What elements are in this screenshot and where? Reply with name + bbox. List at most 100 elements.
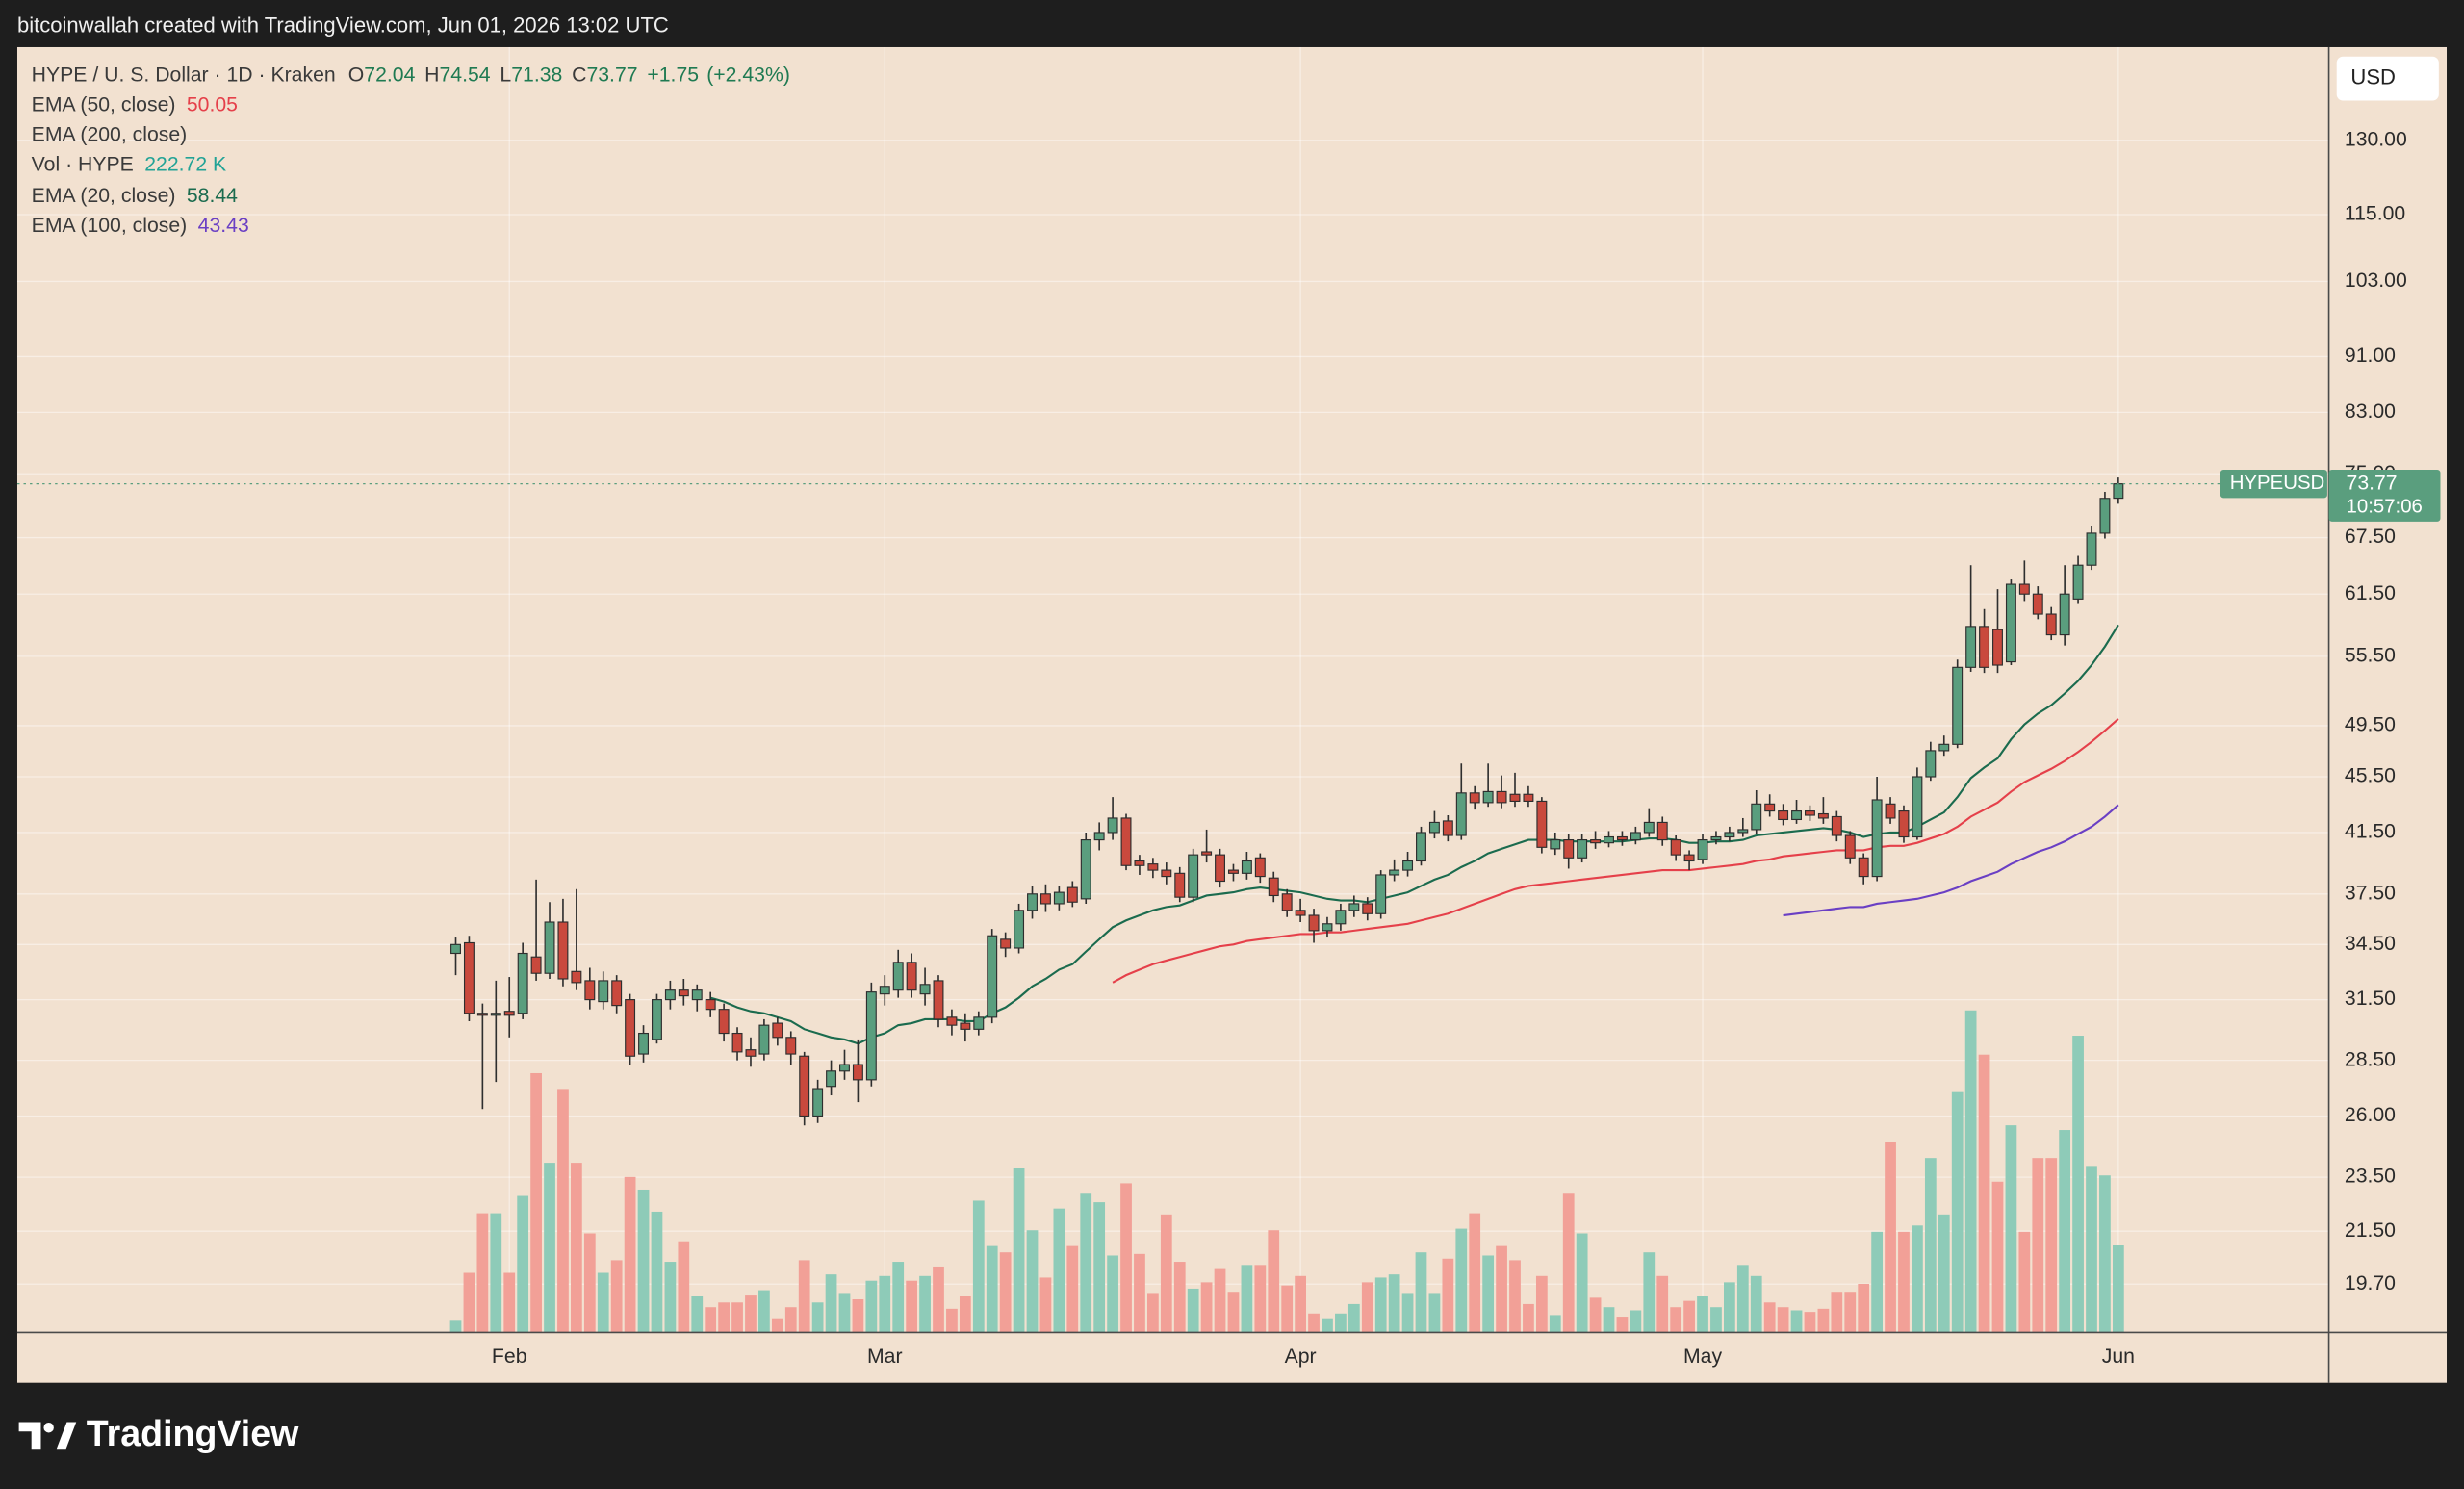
candle-body xyxy=(1938,743,1950,752)
candle-body xyxy=(1428,821,1440,834)
candle-body xyxy=(1268,877,1279,897)
volume-bar xyxy=(651,1211,663,1333)
candle-body xyxy=(1147,863,1159,871)
candle-body xyxy=(2045,613,2057,636)
candle-body xyxy=(946,1016,958,1026)
indicator-name: Vol · HYPE xyxy=(32,153,134,175)
candle-body xyxy=(1979,626,1990,668)
volume-bar xyxy=(490,1213,502,1333)
candle-body xyxy=(1737,829,1749,834)
volume-bar xyxy=(664,1262,677,1333)
candle-body xyxy=(1014,910,1025,949)
volume-bar xyxy=(1187,1288,1199,1333)
candle-body xyxy=(732,1032,743,1053)
volume-bar xyxy=(1415,1252,1427,1333)
candle-body xyxy=(705,999,716,1011)
countdown: 10:57:06 xyxy=(2347,497,2423,518)
price-tag xyxy=(2328,469,2441,522)
volume-bar xyxy=(1227,1292,1240,1333)
volume-bar xyxy=(1496,1245,1507,1333)
candle-body xyxy=(892,962,904,991)
volume-bar xyxy=(1053,1208,1065,1333)
volume-bar xyxy=(946,1308,958,1333)
ohlc-value: 71.38 xyxy=(511,64,562,86)
change: +1.75 xyxy=(647,64,699,86)
candle-body xyxy=(1817,812,1829,819)
volume-bar xyxy=(1535,1275,1548,1333)
volume-bar xyxy=(705,1307,717,1333)
y-tick-label: 26.00 xyxy=(2345,1104,2396,1126)
attribution: bitcoinwallah created with TradingView.c… xyxy=(17,13,669,38)
candle-body xyxy=(625,999,636,1057)
volume-bar xyxy=(637,1189,650,1333)
volume-bar xyxy=(1630,1310,1642,1333)
candle-body xyxy=(1027,893,1038,911)
candle-body xyxy=(1120,817,1132,866)
volume-bar xyxy=(1683,1300,1695,1333)
volume-bar xyxy=(959,1296,971,1333)
candle-body xyxy=(1308,914,1320,932)
candle-body xyxy=(1066,886,1078,903)
candle-body xyxy=(1469,792,1480,804)
volume-bar xyxy=(476,1213,489,1333)
volume-bar xyxy=(1991,1181,2004,1333)
candle-body xyxy=(1965,626,1977,668)
indicator-name: EMA (50, close) xyxy=(32,93,176,116)
candle-body xyxy=(544,921,555,974)
indicator-name: EMA (100, close) xyxy=(32,215,188,237)
volume-bar xyxy=(571,1163,582,1333)
brand-name: TradingView xyxy=(87,1413,299,1453)
volume-bar xyxy=(1938,1214,1950,1333)
volume-bar xyxy=(1040,1277,1052,1333)
candle-body xyxy=(1375,874,1387,914)
volume-bar xyxy=(544,1163,555,1333)
x-tick-label: May xyxy=(1683,1346,1722,1368)
volume-bar xyxy=(1173,1262,1186,1333)
indicator-name: EMA (20, close) xyxy=(32,185,176,207)
candle-body xyxy=(785,1037,797,1055)
ohlc-value: 72.04 xyxy=(364,64,415,86)
currency-button[interactable] xyxy=(2336,56,2439,101)
candle-body xyxy=(2113,483,2124,500)
indicator-value: 222.72 K xyxy=(144,153,226,175)
candle-body xyxy=(906,962,917,991)
candle-body xyxy=(2018,583,2030,595)
candle-body xyxy=(1362,903,1373,914)
candle-body xyxy=(503,1011,515,1016)
volume-bar xyxy=(2099,1175,2111,1333)
y-tick-label: 45.50 xyxy=(2345,765,2396,787)
volume-bar xyxy=(1268,1230,1280,1333)
volume-bar xyxy=(1844,1292,1857,1333)
currency-label[interactable]: USD xyxy=(2350,64,2396,89)
candle-body xyxy=(960,1022,971,1030)
indicator-legend: EMA (50, close) 50.05 xyxy=(32,93,238,116)
volume-bar xyxy=(825,1274,837,1333)
indicator-value: 43.43 xyxy=(198,215,249,237)
candle-body xyxy=(718,1009,730,1035)
volume-bar xyxy=(2018,1231,2031,1333)
candle-body xyxy=(933,980,944,1020)
volume-bar xyxy=(678,1241,690,1333)
volume-bar xyxy=(1066,1245,1079,1333)
candle-body xyxy=(758,1024,770,1055)
symbol-tag xyxy=(2220,469,2327,499)
candle-body xyxy=(638,1032,650,1055)
volume-bar xyxy=(2005,1125,2017,1333)
volume-bar xyxy=(758,1290,770,1333)
candle-body xyxy=(651,999,662,1040)
candle-body xyxy=(1295,910,1306,916)
volume-bar xyxy=(1134,1253,1145,1333)
candle-body xyxy=(839,1064,850,1072)
volume-bar xyxy=(1361,1282,1373,1333)
candle-body xyxy=(2005,583,2016,663)
volume-bar xyxy=(2045,1158,2058,1333)
candle-body xyxy=(691,989,703,1001)
candle-body xyxy=(664,989,676,1001)
volume-bar xyxy=(1147,1293,1159,1333)
y-tick-label: 103.00 xyxy=(2345,270,2407,292)
volume-bar xyxy=(1603,1307,1615,1333)
volume-bar xyxy=(1858,1284,1870,1333)
symbol-legend: HYPE / U. S. Dollar · 1D · Kraken O72.04 H… xyxy=(32,64,790,86)
volume-bar xyxy=(852,1299,864,1333)
candle-body xyxy=(2099,498,2111,534)
